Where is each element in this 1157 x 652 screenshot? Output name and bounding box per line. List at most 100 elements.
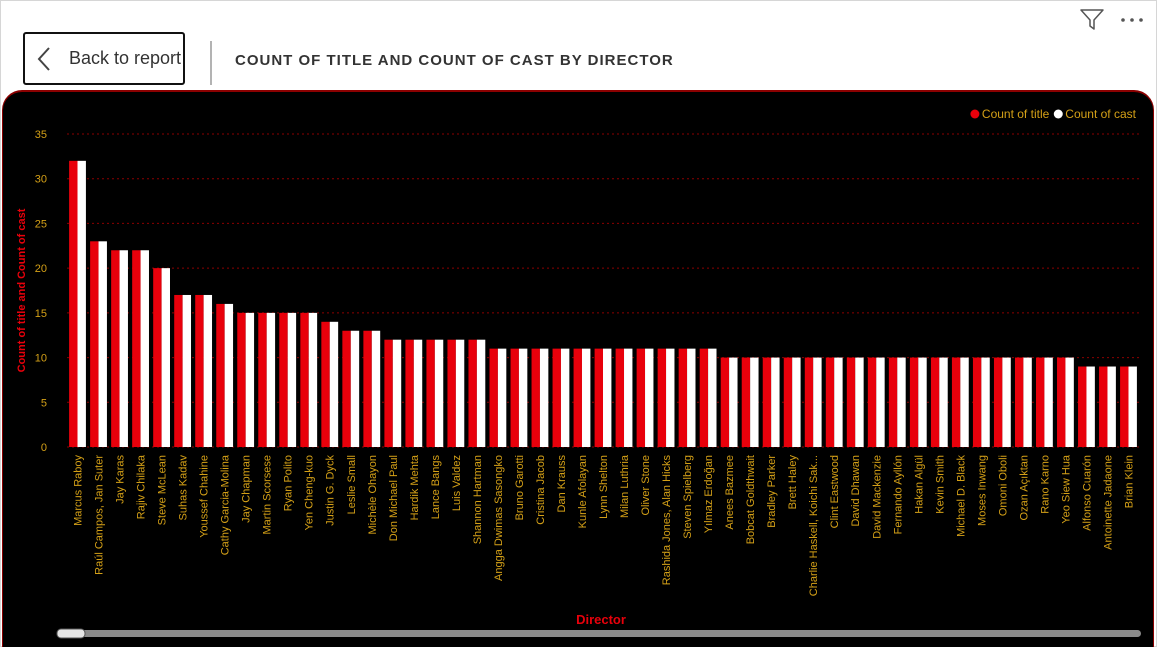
bar-count-of-cast[interactable] bbox=[960, 357, 969, 447]
bar-count-of-cast[interactable] bbox=[603, 348, 612, 447]
bar-count-of-cast[interactable] bbox=[476, 339, 486, 447]
bar-count-of-title[interactable] bbox=[1099, 366, 1108, 447]
bar-count-of-cast[interactable] bbox=[560, 348, 570, 447]
bar-count-of-title[interactable] bbox=[762, 357, 772, 447]
bar-count-of-cast[interactable] bbox=[140, 250, 149, 447]
bar-count-of-title[interactable] bbox=[552, 348, 561, 447]
bar-count-of-cast[interactable] bbox=[392, 339, 402, 447]
bar-count-of-cast[interactable] bbox=[224, 303, 234, 447]
bar-count-of-cast[interactable] bbox=[182, 294, 192, 447]
bar-count-of-cast[interactable] bbox=[1107, 366, 1116, 447]
bar-count-of-title[interactable] bbox=[1036, 357, 1045, 447]
bar-count-of-cast[interactable] bbox=[897, 357, 906, 447]
bar-count-of-cast[interactable] bbox=[371, 330, 381, 447]
bar-count-of-cast[interactable] bbox=[1086, 366, 1095, 447]
bar-count-of-title[interactable] bbox=[951, 357, 961, 447]
bar-count-of-cast[interactable] bbox=[203, 294, 213, 447]
bar-count-of-cast[interactable] bbox=[539, 348, 549, 447]
bar-count-of-title[interactable] bbox=[90, 241, 99, 447]
back-to-report-button[interactable]: Back to report bbox=[23, 32, 185, 85]
bar-count-of-cast[interactable] bbox=[413, 339, 423, 447]
bar-count-of-title[interactable] bbox=[279, 312, 288, 447]
bar-count-of-cast[interactable] bbox=[581, 348, 591, 447]
filter-icon[interactable] bbox=[1079, 8, 1105, 32]
bar-count-of-title[interactable] bbox=[1057, 357, 1066, 447]
bar-count-of-cast[interactable] bbox=[1065, 357, 1074, 447]
more-options-icon[interactable] bbox=[1119, 8, 1145, 32]
bar-count-of-title[interactable] bbox=[573, 348, 582, 447]
bar-count-of-title[interactable] bbox=[699, 348, 709, 447]
bar-count-of-cast[interactable] bbox=[1023, 357, 1032, 447]
bar-count-of-cast[interactable] bbox=[266, 312, 276, 447]
bar-count-of-title[interactable] bbox=[909, 357, 919, 447]
bar-count-of-title[interactable] bbox=[657, 348, 667, 447]
bar-count-of-title[interactable] bbox=[468, 339, 477, 447]
bar-count-of-cast[interactable] bbox=[981, 357, 990, 447]
bar-count-of-cast[interactable] bbox=[918, 357, 927, 447]
bar-count-of-title[interactable] bbox=[447, 339, 456, 447]
bar-count-of-cast[interactable] bbox=[308, 312, 318, 447]
bar-count-of-cast[interactable] bbox=[876, 357, 885, 447]
bar-count-of-cast[interactable] bbox=[161, 268, 170, 447]
bar-count-of-cast[interactable] bbox=[119, 250, 128, 447]
bar-count-of-cast[interactable] bbox=[455, 339, 465, 447]
bar-count-of-title[interactable] bbox=[846, 357, 856, 447]
bar-count-of-cast[interactable] bbox=[813, 357, 822, 447]
bar-count-of-title[interactable] bbox=[216, 303, 225, 447]
bar-count-of-cast[interactable] bbox=[624, 348, 633, 447]
bar-count-of-cast[interactable] bbox=[497, 348, 507, 447]
bar-count-of-title[interactable] bbox=[69, 160, 78, 447]
bar-count-of-cast[interactable] bbox=[350, 330, 360, 447]
scrollbar-track[interactable] bbox=[57, 630, 1141, 637]
bar-count-of-cast[interactable] bbox=[687, 348, 696, 447]
bar-count-of-cast[interactable] bbox=[1002, 357, 1011, 447]
bar-count-of-title[interactable] bbox=[153, 268, 162, 447]
bar-count-of-cast[interactable] bbox=[77, 160, 86, 447]
bar-count-of-title[interactable] bbox=[1014, 357, 1024, 447]
bar-count-of-title[interactable] bbox=[720, 357, 730, 447]
bar-count-of-cast[interactable] bbox=[287, 312, 297, 447]
bar-count-of-title[interactable] bbox=[510, 348, 519, 447]
bar-count-of-cast[interactable] bbox=[771, 357, 780, 447]
bar-count-of-title[interactable] bbox=[258, 312, 267, 447]
bar-count-of-cast[interactable] bbox=[98, 241, 107, 447]
bar-count-of-title[interactable] bbox=[321, 321, 330, 447]
bar-count-of-cast[interactable] bbox=[1044, 357, 1053, 447]
bar-count-of-cast[interactable] bbox=[792, 357, 801, 447]
bar-count-of-title[interactable] bbox=[741, 357, 751, 447]
bar-count-of-cast[interactable] bbox=[666, 348, 675, 447]
bar-count-of-title[interactable] bbox=[636, 348, 646, 447]
bar-count-of-cast[interactable] bbox=[245, 312, 255, 447]
bar-count-of-title[interactable] bbox=[783, 357, 793, 447]
bar-count-of-title[interactable] bbox=[111, 250, 120, 447]
bar-count-of-title[interactable] bbox=[825, 357, 835, 447]
bar-count-of-cast[interactable] bbox=[434, 339, 444, 447]
bar-count-of-cast[interactable] bbox=[834, 357, 843, 447]
bar-count-of-cast[interactable] bbox=[750, 357, 759, 447]
bar-count-of-title[interactable] bbox=[930, 357, 940, 447]
bar-count-of-title[interactable] bbox=[384, 339, 393, 447]
bar-count-of-title[interactable] bbox=[426, 339, 435, 447]
bar-count-of-title[interactable] bbox=[300, 312, 309, 447]
bar-count-of-title[interactable] bbox=[132, 250, 141, 447]
bar-count-of-title[interactable] bbox=[405, 339, 414, 447]
bar-count-of-title[interactable] bbox=[888, 357, 898, 447]
bar-count-of-title[interactable] bbox=[174, 294, 183, 447]
bar-count-of-title[interactable] bbox=[489, 348, 498, 447]
bar-count-of-title[interactable] bbox=[867, 357, 877, 447]
bar-count-of-title[interactable] bbox=[804, 357, 814, 447]
bar-count-of-title[interactable] bbox=[531, 348, 540, 447]
bar-count-of-cast[interactable] bbox=[939, 357, 948, 447]
scrollbar-thumb[interactable] bbox=[56, 628, 86, 639]
bar-count-of-title[interactable] bbox=[594, 348, 603, 447]
bar-count-of-cast[interactable] bbox=[329, 321, 339, 447]
bar-count-of-cast[interactable] bbox=[855, 357, 864, 447]
bar-count-of-title[interactable] bbox=[342, 330, 351, 447]
bar-count-of-title[interactable] bbox=[993, 357, 1003, 447]
bar-count-of-title[interactable] bbox=[972, 357, 982, 447]
bar-count-of-cast[interactable] bbox=[645, 348, 654, 447]
bar-count-of-title[interactable] bbox=[1078, 366, 1087, 447]
bar-count-of-cast[interactable] bbox=[1128, 366, 1137, 447]
bar-count-of-title[interactable] bbox=[678, 348, 688, 447]
bar-count-of-title[interactable] bbox=[195, 294, 204, 447]
